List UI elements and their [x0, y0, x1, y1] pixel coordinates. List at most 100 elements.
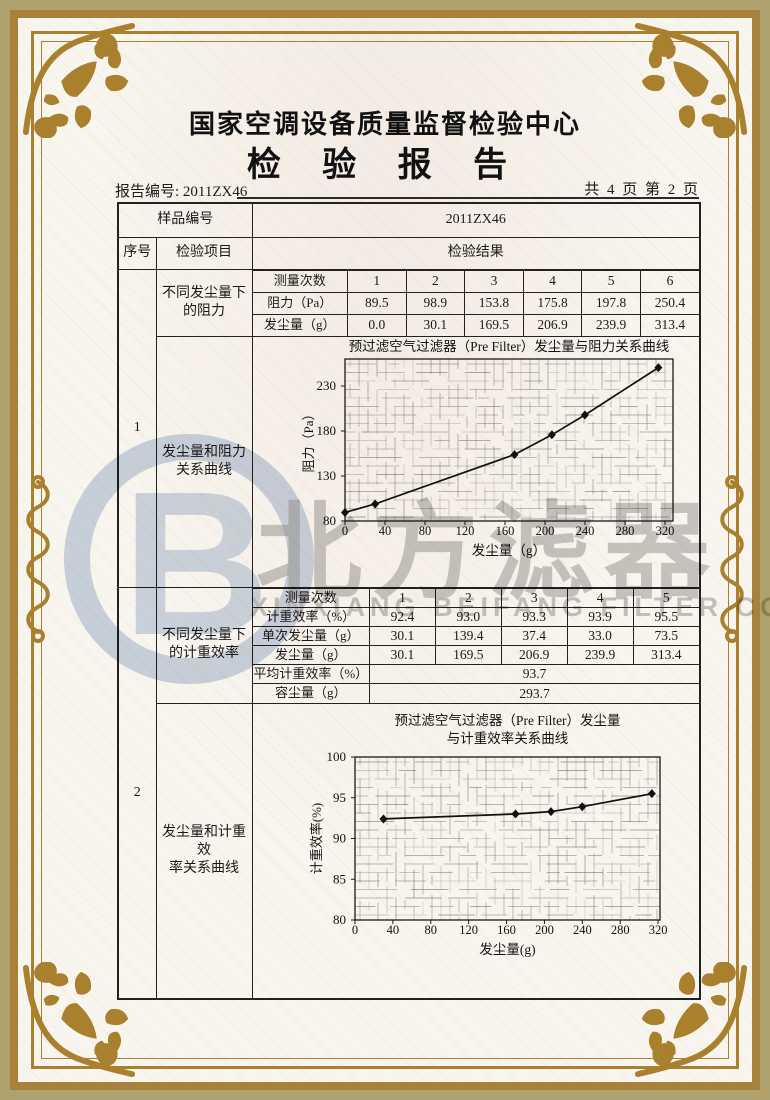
svg-text:与计重效率关系曲线: 与计重效率关系曲线 — [446, 730, 568, 746]
svg-text:180: 180 — [316, 423, 336, 438]
svg-text:240: 240 — [572, 923, 591, 937]
row-label: 平均计重效率（%） — [252, 664, 370, 685]
row-label: 发尘量（g） — [252, 645, 370, 666]
svg-text:100: 100 — [326, 749, 346, 764]
svg-text:80: 80 — [323, 513, 336, 528]
svg-text:160: 160 — [495, 524, 514, 538]
svg-text:40: 40 — [386, 923, 399, 937]
org-title: 国家空调设备质量监督检验中心 — [188, 109, 581, 139]
svg-text:发尘量（g）: 发尘量（g） — [471, 543, 545, 558]
summary-value: 93.7 — [369, 664, 699, 685]
measure-col-header: 4 — [522, 269, 583, 293]
svg-text:95: 95 — [333, 789, 346, 804]
section-item-label: 不同发尘量下 的计重效率 — [155, 587, 253, 704]
svg-text:计重效率(%): 计重效率(%) — [309, 802, 324, 874]
data-cell: 30.1 — [369, 626, 436, 647]
data-cell: 89.5 — [347, 291, 407, 315]
row-label: 阻力（Pa） — [252, 291, 348, 315]
data-cell: 95.5 — [632, 607, 699, 628]
sample-no-label: 样品编号 — [117, 202, 253, 238]
svg-text:预过滤空气过滤器（Pre Filter）发尘量与阻力关系曲线: 预过滤空气过滤器（Pre Filter）发尘量与阻力关系曲线 — [348, 339, 669, 354]
svg-text:发尘量(g): 发尘量(g) — [479, 942, 535, 957]
data-cell: 73.5 — [632, 626, 699, 647]
data-cell: 139.4 — [434, 626, 502, 647]
report-number: 报告编号: 2011ZX46 — [115, 184, 248, 200]
measure-col-header: 6 — [639, 269, 699, 293]
data-cell: 206.9 — [522, 313, 583, 336]
page-number: 共 4 页 第 2 页 — [584, 182, 700, 198]
col-header-seq: 序号 — [117, 236, 157, 270]
svg-text:280: 280 — [610, 923, 629, 937]
data-cell: 169.5 — [464, 313, 524, 336]
measure-col-header: 3 — [500, 588, 568, 609]
header-rule — [237, 197, 699, 199]
data-cell: 313.4 — [632, 645, 699, 666]
col-header-result: 检验结果 — [251, 236, 701, 270]
inspection-table: 样品编号 2011ZX46 序号 检验项目 检验结果 1 不同发尘量下 的阻力 … — [117, 202, 701, 1000]
section-item-label: 发尘量和计重效 率关系曲线 — [155, 702, 253, 1000]
efficiency-data-table: 测量次数 1 2 3 4 5 计重效率（%） 92.4 93.0 93.3 93.9 95.5 单次发尘… — [252, 588, 699, 703]
svg-text:160: 160 — [497, 923, 516, 937]
measure-count-label: 测量次数 — [252, 588, 370, 609]
svg-text:85: 85 — [333, 871, 346, 886]
svg-text:200: 200 — [535, 524, 554, 538]
svg-text:阻力（Pa）: 阻力（Pa） — [301, 407, 316, 472]
measure-col-header: 5 — [632, 588, 699, 609]
svg-text:240: 240 — [575, 524, 594, 538]
measure-col-header: 4 — [566, 588, 634, 609]
section-seq: 1 — [117, 268, 157, 589]
data-cell: 92.4 — [369, 607, 436, 628]
svg-text:130: 130 — [316, 468, 336, 483]
data-cell: 206.9 — [500, 645, 568, 666]
measure-count-label: 测量次数 — [252, 269, 348, 293]
data-cell: 153.8 — [464, 291, 524, 315]
efficiency-chart: 0 40 80 120 160 200 240 280 320 80 85 90 95 100 预过滤空气过… — [253, 704, 699, 998]
data-cell: 250.4 — [639, 291, 699, 315]
row-label: 发尘量（g） — [252, 313, 348, 336]
data-cell: 239.9 — [566, 645, 634, 666]
svg-text:0: 0 — [341, 524, 347, 538]
data-cell: 175.8 — [522, 291, 583, 315]
svg-text:80: 80 — [333, 912, 346, 927]
sample-no-value: 2011ZX46 — [251, 202, 701, 238]
data-cell: 37.4 — [500, 626, 568, 647]
col-header-item: 检验项目 — [155, 236, 253, 270]
svg-text:40: 40 — [378, 524, 391, 538]
svg-text:预过滤空气过滤器（Pre Filter）发尘量: 预过滤空气过滤器（Pre Filter）发尘量 — [394, 713, 620, 728]
data-cell: 197.8 — [581, 291, 641, 315]
measure-col-header: 5 — [581, 269, 641, 293]
data-cell: 30.1 — [369, 645, 436, 666]
data-cell: 30.1 — [405, 313, 466, 336]
row-label: 单次发尘量（g） — [252, 626, 370, 647]
row-label: 计重效率（%） — [252, 607, 370, 628]
data-cell: 93.0 — [434, 607, 502, 628]
resistance-data-table: 测量次数 1 2 3 4 5 6 阻力（Pa） 89.5 98.9 153.8 175.8 197.8 2… — [252, 269, 699, 336]
measure-col-header: 1 — [369, 588, 436, 609]
data-cell: 239.9 — [581, 313, 641, 336]
measure-col-header: 2 — [405, 269, 466, 293]
row-label: 容尘量（g） — [252, 683, 370, 703]
section-seq: 2 — [117, 587, 157, 1000]
section-item-label: 发尘量和阻力 关系曲线 — [155, 335, 253, 589]
data-cell: 169.5 — [434, 645, 502, 666]
svg-text:0: 0 — [351, 923, 357, 937]
data-cell: 0.0 — [347, 313, 407, 336]
resistance-chart: 0 40 80 120 160 200 240 280 320 80 130 180 230 预过滤空气过… — [253, 337, 699, 587]
data-cell: 33.0 — [566, 626, 634, 647]
svg-text:80: 80 — [424, 923, 437, 937]
measure-col-header: 3 — [464, 269, 524, 293]
page-title: 检 验 报 告 — [246, 146, 524, 184]
svg-text:230: 230 — [316, 378, 336, 393]
summary-value: 293.7 — [369, 683, 699, 703]
svg-text:80: 80 — [418, 524, 431, 538]
measure-col-header: 1 — [347, 269, 407, 293]
measure-col-header: 2 — [434, 588, 502, 609]
svg-text:320: 320 — [655, 524, 674, 538]
svg-text:120: 120 — [459, 923, 478, 937]
data-cell: 93.3 — [500, 607, 568, 628]
svg-text:90: 90 — [333, 830, 346, 845]
svg-text:200: 200 — [535, 923, 554, 937]
svg-text:320: 320 — [648, 923, 667, 937]
